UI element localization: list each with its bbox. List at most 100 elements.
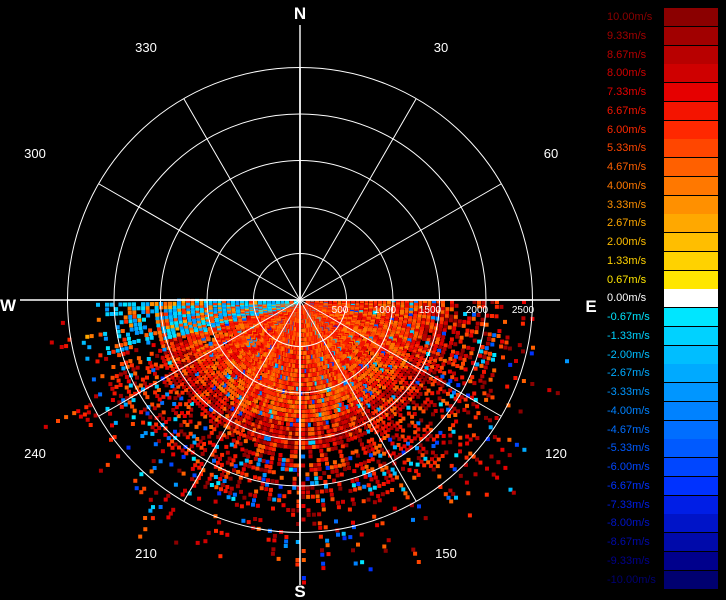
radar-return-cell bbox=[186, 348, 191, 353]
radar-return-cell bbox=[258, 430, 263, 434]
radar-return-cell bbox=[381, 398, 386, 403]
radar-return-cell bbox=[318, 417, 323, 422]
radar-return-cell bbox=[320, 552, 325, 557]
radar-return-cell bbox=[461, 361, 465, 366]
radar-return-cell bbox=[331, 386, 336, 390]
radar-return-cell bbox=[171, 358, 176, 363]
radar-return-cell bbox=[173, 350, 178, 355]
radar-return-cell bbox=[319, 426, 324, 430]
radar-return-cell bbox=[110, 398, 115, 402]
radar-return-cell bbox=[129, 327, 134, 332]
radar-return-cell bbox=[399, 373, 403, 377]
radar-return-cell bbox=[259, 387, 264, 392]
radar-return-cell bbox=[240, 413, 245, 417]
radar-return-cell bbox=[265, 427, 270, 432]
radar-return-cell bbox=[225, 419, 230, 424]
radar-return-cell bbox=[336, 417, 341, 422]
radar-return-cell bbox=[174, 373, 179, 378]
radar-return-cell bbox=[324, 434, 329, 439]
radar-return-cell bbox=[222, 401, 227, 406]
radar-return-cell bbox=[306, 413, 311, 418]
radar-return-cell bbox=[203, 448, 208, 453]
radar-return-cell bbox=[155, 353, 160, 358]
radar-return-cell bbox=[366, 439, 371, 444]
radar-return-cell bbox=[372, 500, 377, 505]
radar-return-cell bbox=[325, 443, 330, 448]
radar-return-cell bbox=[442, 371, 447, 376]
radar-return-cell bbox=[400, 405, 405, 409]
radar-return-cell bbox=[356, 353, 361, 358]
radar-return-cell bbox=[217, 466, 222, 471]
radar-return-cell bbox=[441, 434, 446, 438]
radar-return-cell bbox=[422, 312, 427, 316]
radar-return-cell bbox=[416, 433, 421, 438]
radar-return-cell bbox=[439, 320, 444, 325]
radar-return-cell bbox=[471, 316, 476, 321]
radar-return-cell bbox=[189, 379, 194, 384]
radar-return-cell bbox=[450, 300, 454, 304]
radar-return-cell bbox=[506, 403, 511, 408]
radar-return-cell bbox=[404, 312, 409, 317]
radar-return-cell bbox=[272, 401, 277, 406]
radar-return-cell bbox=[337, 463, 342, 468]
radar-return-cell bbox=[314, 435, 319, 440]
radar-return-cell bbox=[201, 336, 206, 341]
radar-return-cell bbox=[415, 325, 420, 330]
radar-return-cell bbox=[402, 368, 407, 373]
radar-return-cell bbox=[230, 412, 235, 417]
radar-return-cell bbox=[119, 362, 124, 366]
radar-return-cell bbox=[397, 452, 402, 457]
radar-return-cell bbox=[401, 360, 406, 365]
radar-return-cell bbox=[467, 513, 472, 518]
radar-return-cell bbox=[197, 350, 202, 354]
radar-return-cell bbox=[182, 316, 187, 321]
radar-return-cell bbox=[191, 434, 196, 439]
radar-return-cell bbox=[189, 444, 194, 449]
radar-return-cell bbox=[503, 465, 508, 470]
radar-return-cell bbox=[390, 488, 395, 492]
radar-return-cell bbox=[390, 414, 394, 419]
radar-return-cell bbox=[413, 551, 418, 556]
radar-return-cell bbox=[151, 505, 155, 510]
radar-return-cell bbox=[503, 345, 508, 350]
radar-return-cell bbox=[488, 388, 493, 393]
radar-return-cell bbox=[188, 351, 193, 356]
radar-return-cell bbox=[385, 332, 390, 337]
radar-return-cell bbox=[123, 370, 128, 375]
radar-return-cell bbox=[430, 319, 435, 324]
radar-return-cell bbox=[268, 492, 273, 497]
radar-return-cell bbox=[368, 487, 373, 492]
radar-return-cell bbox=[214, 316, 219, 320]
radar-return-cell bbox=[186, 333, 191, 338]
radar-return-cell bbox=[270, 400, 275, 405]
radar-return-cell bbox=[313, 431, 318, 436]
radar-return-cell bbox=[292, 386, 297, 391]
radar-return-cell bbox=[347, 388, 352, 393]
radar-return-cell bbox=[328, 438, 333, 443]
radar-return-cell bbox=[255, 390, 260, 395]
radar-return-cell bbox=[202, 374, 206, 379]
radar-return-cell bbox=[324, 388, 329, 392]
radar-return-cell bbox=[295, 558, 300, 562]
radar-return-cell bbox=[339, 440, 344, 444]
radar-return-cell bbox=[251, 465, 256, 470]
radar-return-cell bbox=[423, 300, 427, 304]
radar-return-cell bbox=[399, 332, 404, 337]
radar-return-cell bbox=[340, 444, 345, 449]
radar-return-cell bbox=[273, 410, 278, 415]
radar-return-cell bbox=[386, 340, 391, 345]
radar-return-cell bbox=[396, 351, 401, 356]
radar-return-cell bbox=[211, 364, 216, 369]
radar-return-cell bbox=[373, 475, 378, 480]
radar-return-cell bbox=[352, 469, 357, 474]
radar-return-cell bbox=[330, 497, 335, 502]
radar-return-cell bbox=[278, 412, 283, 416]
radar-return-cell bbox=[171, 507, 176, 512]
radar-return-cell bbox=[234, 425, 239, 429]
radar-return-cell bbox=[398, 365, 403, 370]
radar-return-cell bbox=[192, 320, 197, 325]
radar-return-cell bbox=[125, 350, 130, 355]
radar-return-cell bbox=[321, 507, 326, 512]
radar-return-cell bbox=[392, 349, 397, 354]
radar-return-cell bbox=[356, 482, 361, 486]
